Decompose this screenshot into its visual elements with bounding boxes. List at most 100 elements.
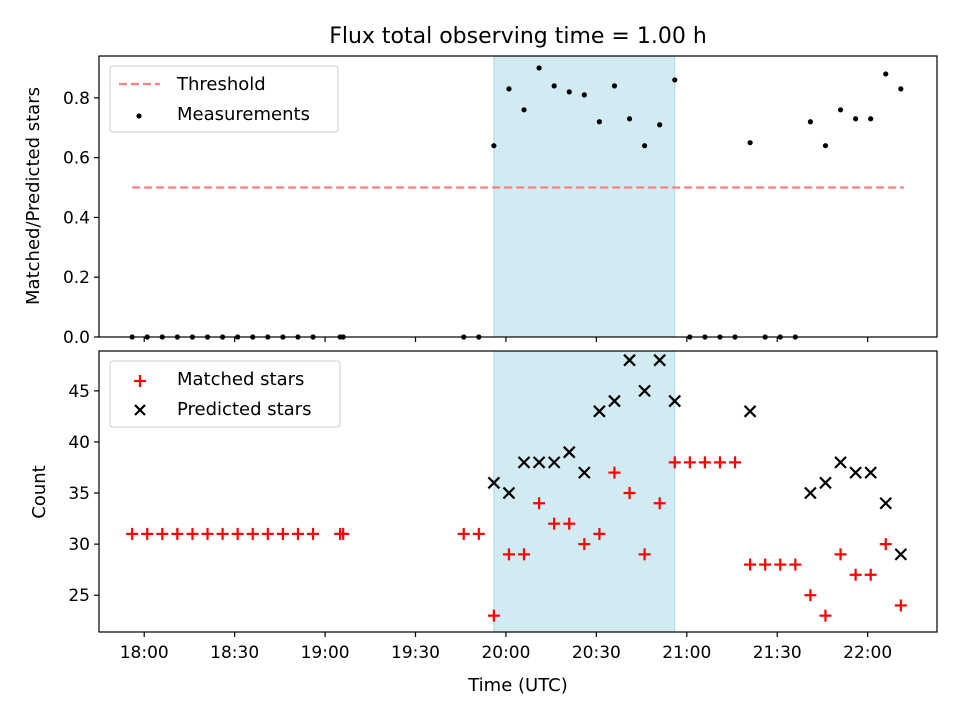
predicted-stars-point	[834, 456, 847, 469]
x-tick-label: 20:30	[572, 643, 621, 663]
top-y-axis-label: Matched/Predicted stars	[23, 87, 44, 305]
legend-measurements-swatch	[136, 113, 142, 119]
matched-stars-point	[774, 558, 787, 571]
measurement-point	[219, 334, 226, 340]
predicted-stars-point	[608, 394, 621, 408]
matched-stars-point	[246, 527, 259, 540]
measurement-point	[883, 71, 889, 77]
y-tick-label: 0.0	[63, 328, 90, 348]
matched-stars-point	[713, 456, 726, 469]
y-tick-label: 0.6	[63, 149, 90, 169]
matched-stars-point	[231, 527, 244, 540]
legend-measurements-label: Measurements	[177, 104, 310, 125]
observing-window-shade	[493, 350, 676, 633]
matched-stars-point	[548, 517, 561, 530]
matched-stars-point	[141, 527, 154, 540]
measurement-point	[159, 334, 165, 340]
matched-stars-point	[879, 538, 892, 551]
matched-stars-point	[156, 527, 169, 540]
top-legend: Threshold Measurements	[109, 65, 339, 133]
predicted-stars-point	[819, 476, 832, 490]
axes-frame	[98, 55, 938, 338]
measurement-point	[174, 334, 180, 340]
x-tick-label: 22:00	[843, 643, 892, 663]
x-tick-label: 21:00	[662, 643, 711, 663]
legend-threshold-label: Threshold	[176, 74, 266, 95]
measurement-point	[129, 334, 135, 340]
x-axis-label: Time (UTC)	[467, 675, 568, 696]
top-plot-area: 0.0 0.2 0.4 0.6 0.8	[63, 55, 938, 348]
matched-stars-point	[216, 527, 229, 540]
matched-stars-point	[698, 456, 711, 469]
matched-stars-point	[849, 568, 862, 581]
measurement-point	[898, 86, 904, 92]
matched-stars-point	[201, 527, 214, 540]
matched-stars-point	[171, 527, 184, 540]
matched-stars-point	[578, 538, 591, 551]
measurement-point	[687, 334, 693, 340]
y-tick-label: 0.2	[63, 268, 90, 288]
predicted-stars-point	[593, 405, 606, 418]
predicted-stars-point	[562, 445, 576, 459]
predicted-stars-point	[502, 486, 516, 500]
y-tick-label: 30	[68, 535, 90, 555]
measurement-point	[626, 116, 633, 122]
measurement-point	[144, 334, 150, 340]
predicted-stars-point	[849, 466, 862, 479]
matched-stars-point	[819, 609, 832, 622]
top-panel: Flux total observing time = 1.00 h 0.00.…	[23, 24, 938, 348]
x-tick-label: 19:00	[301, 643, 350, 663]
predicted-stars-point	[894, 548, 908, 561]
predicted-stars-point	[864, 466, 877, 479]
matched-stars-point	[834, 548, 847, 561]
matched-stars-point	[126, 527, 139, 540]
matched-stars-point	[291, 527, 304, 540]
legend-matched-swatch	[134, 375, 146, 387]
measurement-point	[762, 334, 768, 340]
measurement-point	[822, 143, 829, 149]
predicted-stars-point	[517, 456, 531, 469]
x-tick-label: 20:00	[481, 643, 530, 663]
predicted-stars-point	[653, 353, 666, 367]
legend-predicted-label: Predicted stars	[177, 399, 311, 420]
bottom-legend: Matched stars Predicted stars	[109, 360, 341, 428]
measurement-point	[868, 116, 874, 122]
measurement-point	[581, 92, 587, 98]
matched-stars-point	[487, 609, 500, 622]
matched-stars-point	[457, 527, 470, 540]
y-tick-label: 0.4	[63, 208, 90, 228]
y-tick-label: 0.8	[63, 89, 90, 109]
measurement-point	[672, 77, 678, 83]
matched-stars-point	[759, 558, 772, 571]
matched-stars-point	[593, 527, 606, 540]
axes-frame	[98, 350, 938, 633]
matched-stars-point	[186, 527, 199, 540]
chart-title: Flux total observing time = 1.00 h	[329, 24, 707, 49]
measurement-point	[717, 334, 723, 340]
measurement-point	[551, 83, 557, 89]
matched-stars-point	[864, 568, 877, 581]
measurement-point	[461, 334, 467, 340]
matched-stars-point	[683, 456, 696, 469]
measurement-point	[204, 334, 211, 340]
x-tick-label: 18:00	[120, 643, 169, 663]
measurement-point	[250, 334, 256, 340]
legend-predicted-swatch	[134, 404, 146, 416]
matched-stars-point	[533, 497, 546, 510]
matched-stars-point	[653, 497, 666, 510]
matched-stars-point	[337, 527, 350, 540]
matched-stars-point	[623, 487, 636, 500]
predicted-stars-point	[547, 456, 561, 469]
matched-stars-point	[307, 527, 320, 540]
top-legend-box	[109, 65, 339, 133]
predicted-stars-point	[804, 486, 817, 500]
measurement-point	[295, 334, 301, 340]
measurement-point	[310, 334, 316, 340]
measurement-point	[506, 86, 512, 92]
y-tick-label: 25	[68, 586, 90, 606]
measurement-point	[536, 65, 542, 71]
measurement-point	[702, 334, 708, 340]
measurement-point	[732, 334, 738, 340]
measurement-point	[807, 119, 813, 125]
measurement-point	[596, 119, 602, 125]
